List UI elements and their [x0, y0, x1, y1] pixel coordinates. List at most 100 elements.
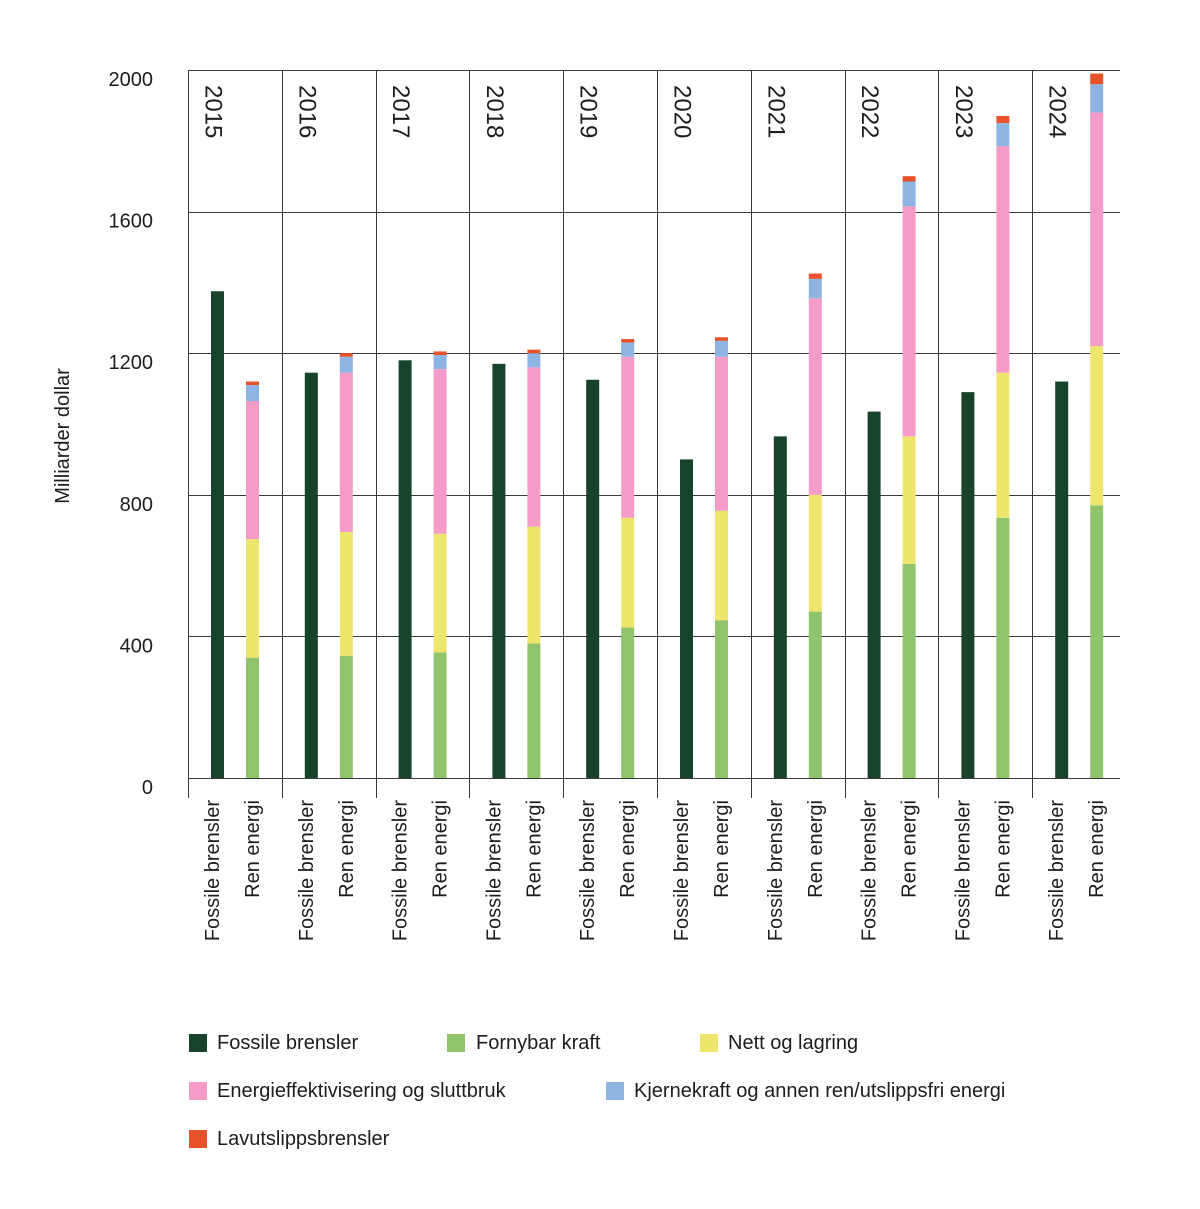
bar-label-2024-fossile-brensler: Fossile brensler	[1046, 800, 1068, 942]
bar-2020-energieffektivisering-og-sluttbruk	[715, 356, 728, 511]
bar-label-2019-ren-energi: Ren energi	[617, 800, 639, 898]
bar-label-2021-fossile-brensler: Fossile brensler	[765, 800, 787, 942]
legend-item-fossile-brensler: Fossile brensler	[189, 1032, 359, 1054]
y-tick-label-1200: 1200	[109, 352, 154, 374]
legend-label-fossile-brensler: Fossile brensler	[217, 1032, 359, 1054]
bar-2023-fornybar-kraft	[996, 517, 1010, 778]
bar-2016-nett-og-lagring	[339, 531, 353, 656]
bar-2024-kjernekraft-og-annen-ren-utslippsfri-energi	[1090, 84, 1104, 113]
bar-2017-kjernekraft-og-annen-ren-utslippsfri-energi	[433, 354, 447, 370]
bar-2017-fornybar-kraft	[433, 652, 447, 778]
bar-2019-lavutslippsbrensler	[621, 339, 635, 343]
bar-2019-fossile-brensler	[586, 379, 600, 778]
bar-label-2021-ren-energi: Ren energi	[805, 800, 827, 898]
bar-2024-energieffektivisering-og-sluttbruk	[1090, 112, 1104, 347]
bar-2021-fossile-brensler	[773, 436, 787, 778]
y-axis-title: Milliarder dollar	[52, 368, 74, 504]
bar-2018-energieffektivisering-og-sluttbruk	[527, 367, 541, 527]
bar-2024-fossile-brensler	[1055, 381, 1069, 778]
legend-swatch-nett-og-lagring	[700, 1034, 718, 1052]
bar-2022-fornybar-kraft	[902, 563, 916, 778]
bar-label-2017-ren-energi: Ren energi	[430, 800, 452, 898]
year-label-2018: 2018	[481, 85, 508, 138]
bar-2021-nett-og-lagring	[808, 494, 822, 612]
bar-2021-lavutslippsbrensler	[808, 273, 822, 279]
legend-label-nett-og-lagring: Nett og lagring	[728, 1032, 858, 1054]
bar-label-2015-ren-energi: Ren energi	[242, 800, 264, 898]
bar-2024-fornybar-kraft	[1090, 505, 1104, 778]
bar-2017-fossile-brensler	[398, 360, 412, 778]
bar-label-2024-ren-energi: Ren energi	[1086, 800, 1108, 898]
bar-2019-nett-og-lagring	[621, 517, 635, 628]
bar-label-2023-fossile-brensler: Fossile brensler	[952, 800, 974, 942]
bar-2023-lavutslippsbrensler	[996, 116, 1010, 124]
legend-label-lavutslippsbrensler: Lavutslippsbrensler	[217, 1128, 390, 1150]
legend-swatch-fornybar-kraft	[447, 1034, 465, 1052]
bar-2021-kjernekraft-og-annen-ren-utslippsfri-energi	[808, 278, 822, 299]
bar-label-2020-ren-energi: Ren energi	[711, 800, 733, 898]
bar-2018-fossile-brensler	[492, 363, 506, 778]
bar-2020-kjernekraft-og-annen-ren-utslippsfri-energi	[715, 340, 728, 357]
bar-2016-fornybar-kraft	[339, 655, 353, 778]
bar-2015-kjernekraft-og-annen-ren-utslippsfri-energi	[246, 385, 259, 401]
legend-item-fornybar-kraft: Fornybar kraft	[447, 1032, 601, 1054]
bar-label-2020-fossile-brensler: Fossile brensler	[671, 800, 693, 942]
legend-label-energieffektivisering: Energieffektivisering og sluttbruk	[217, 1080, 507, 1102]
bar-2017-lavutslippsbrensler	[433, 351, 447, 355]
bar-2016-energieffektivisering-og-sluttbruk	[339, 372, 353, 532]
legend-swatch-kjernekraft	[606, 1082, 624, 1100]
bar-2022-energieffektivisering-og-sluttbruk	[902, 206, 916, 437]
bar-2016-lavutslippsbrensler	[339, 353, 353, 357]
bar-label-2018-fossile-brensler: Fossile brensler	[483, 800, 505, 942]
bar-2023-energieffektivisering-og-sluttbruk	[996, 146, 1010, 373]
bar-2023-nett-og-lagring	[996, 372, 1010, 518]
bar-2020-lavutslippsbrensler	[715, 337, 728, 341]
legend-swatch-lavutslippsbrensler	[189, 1130, 207, 1148]
year-label-2017: 2017	[387, 85, 414, 138]
bar-2024-lavutslippsbrensler	[1090, 73, 1104, 85]
bar-label-2017-fossile-brensler: Fossile brensler	[390, 800, 412, 942]
year-label-2016: 2016	[293, 85, 320, 138]
bar-2020-fossile-brensler	[680, 459, 693, 778]
legend-swatch-fossile-brensler	[189, 1034, 207, 1052]
bar-2015-fornybar-kraft	[246, 657, 259, 778]
bar-label-2015-fossile-brensler: Fossile brensler	[202, 800, 224, 942]
year-label-2024: 2024	[1044, 85, 1071, 138]
bar-2015-energieffektivisering-og-sluttbruk	[246, 400, 259, 540]
bar-2017-energieffektivisering-og-sluttbruk	[433, 369, 447, 534]
year-label-2020: 2020	[669, 85, 696, 138]
legend-label-kjernekraft: Kjernekraft og annen ren/utslippsfri ene…	[634, 1080, 1005, 1102]
bar-label-2016-ren-energi: Ren energi	[336, 800, 358, 898]
legend-item-lavutslippsbrensler: Lavutslippsbrensler	[189, 1128, 390, 1150]
bar-2015-fossile-brensler	[211, 291, 224, 778]
y-tick-label-1600: 1600	[109, 211, 154, 233]
year-label-2019: 2019	[575, 85, 602, 138]
bar-2019-energieffektivisering-og-sluttbruk	[621, 356, 635, 518]
bar-2015-nett-og-lagring	[246, 539, 259, 658]
bar-2016-kjernekraft-og-annen-ren-utslippsfri-energi	[339, 356, 353, 373]
bar-2023-fossile-brensler	[961, 392, 975, 778]
bar-2024-nett-og-lagring	[1090, 346, 1104, 506]
bar-2018-kjernekraft-og-annen-ren-utslippsfri-energi	[527, 353, 541, 368]
bar-2022-lavutslippsbrensler	[902, 176, 916, 182]
bar-2016-fossile-brensler	[304, 372, 318, 778]
year-label-2015: 2015	[200, 85, 227, 138]
bars	[211, 73, 1104, 778]
bar-label-2022-fossile-brensler: Fossile brensler	[859, 800, 881, 942]
bar-2019-fornybar-kraft	[621, 627, 635, 778]
y-tick-label-800: 800	[120, 494, 153, 516]
bar-2021-energieffektivisering-og-sluttbruk	[808, 298, 822, 495]
y-tick-label-400: 400	[120, 635, 153, 657]
bar-2018-nett-og-lagring	[527, 526, 541, 644]
bar-2018-lavutslippsbrensler	[527, 349, 541, 354]
bar-label-2019-fossile-brensler: Fossile brensler	[577, 800, 599, 942]
legend-item-nett-og-lagring: Nett og lagring	[700, 1032, 858, 1054]
bar-2020-fornybar-kraft	[715, 620, 728, 778]
legend-swatch-energieffektivisering	[189, 1082, 207, 1100]
bar-2022-kjernekraft-og-annen-ren-utslippsfri-energi	[902, 181, 916, 207]
bar-2015-lavutslippsbrensler	[246, 381, 259, 386]
bar-2021-fornybar-kraft	[808, 611, 822, 778]
year-label-2023: 2023	[950, 85, 977, 138]
year-label-2022: 2022	[856, 85, 883, 138]
